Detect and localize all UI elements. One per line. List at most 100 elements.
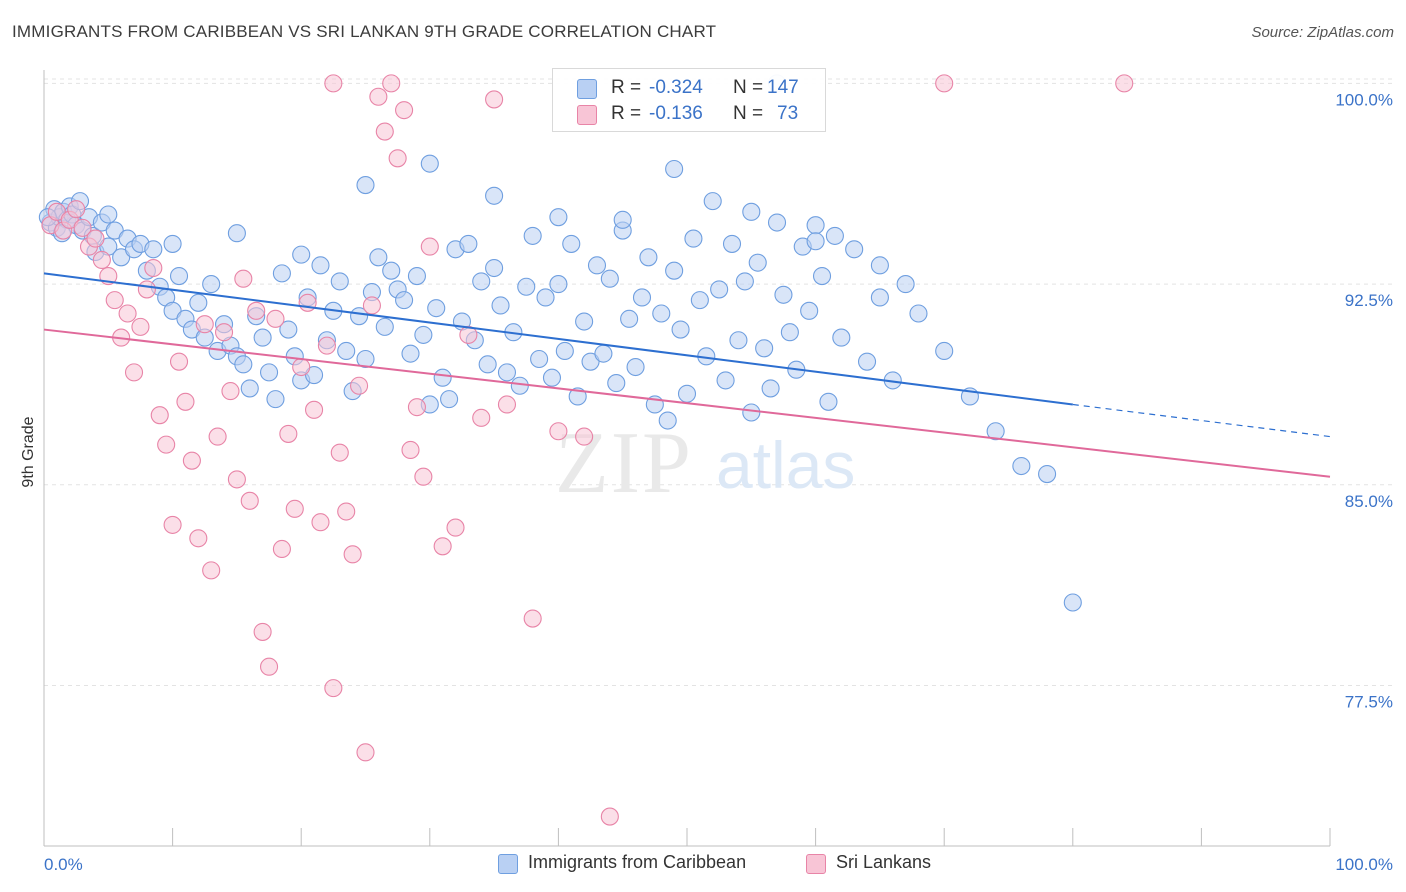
point-caribbean [562,234,581,253]
point-caribbean [620,309,639,328]
point-caribbean [845,240,864,259]
point-caribbean [755,339,774,358]
point-caribbean [857,352,877,371]
point-caribbean [105,221,124,240]
point-srilankan [343,545,362,564]
stats-n-label: N = [733,77,764,98]
point-caribbean [658,411,677,430]
point-caribbean [652,304,671,323]
point-srilankan [247,301,266,320]
point-caribbean [311,256,330,275]
point-srilankan [369,87,388,106]
point-caribbean [253,328,272,347]
point-caribbean [478,355,497,374]
point-caribbean [163,301,182,320]
stats-r-label: R = [611,77,642,98]
point-srilankan [150,406,169,425]
point-caribbean [710,280,729,299]
point-srilankan [163,515,182,534]
watermark-zip: ZIP [555,415,693,512]
point-caribbean [459,234,478,253]
point-caribbean [665,261,684,280]
point-caribbean [395,291,414,310]
point-caribbean [330,272,349,291]
point-caribbean [819,392,838,411]
point-caribbean [639,248,658,267]
point-caribbean [163,234,182,253]
point-caribbean [671,320,690,339]
point-srilankan [272,539,291,559]
point-srilankan [414,467,433,486]
trend-line-caribbean-projection [1072,403,1331,438]
point-caribbean [169,266,189,286]
point-caribbean [292,245,311,264]
point-caribbean [742,403,761,422]
point-caribbean [806,216,825,235]
point-caribbean [568,387,587,406]
point-caribbean [485,186,504,205]
point-caribbean [742,202,761,221]
stats-r-label: R = [611,103,642,124]
point-srilankan [324,74,343,93]
point-srilankan [549,422,568,441]
point-srilankan [407,398,426,417]
point-caribbean [722,234,742,253]
point-srilankan [395,101,414,120]
point-caribbean [305,365,324,385]
point-caribbean [472,272,491,291]
point-caribbean [272,264,291,283]
point-caribbean [806,232,825,251]
data-points [38,74,1134,826]
point-caribbean [227,224,246,243]
legend: Immigrants from Caribbean Sri Lankans [0,852,1406,878]
point-srilankan [221,382,240,401]
point-srilankan [73,218,92,237]
y-tick-label: 77.5% [1345,692,1393,711]
point-srilankan [433,537,452,556]
point-srilankan [169,352,189,371]
point-caribbean [240,379,259,398]
point-caribbean [748,253,767,272]
point-caribbean [337,341,356,361]
point-caribbean [684,229,703,248]
point-srilankan [1115,74,1134,93]
watermark: ZIP atlas [555,415,855,512]
point-srilankan [195,315,214,334]
point-srilankan [47,202,66,221]
point-caribbean [870,288,889,307]
point-srilankan [208,427,227,446]
point-srilankan [362,296,381,315]
point-srilankan [157,435,176,454]
point-caribbean [350,307,369,326]
chart-source: Source: ZipAtlas.com [1251,24,1394,41]
point-srilankan [227,470,246,489]
x-tick-label: 0.0% [44,855,83,874]
point-caribbean [99,205,118,224]
axes [43,70,1331,847]
point-srilankan [266,309,285,328]
point-caribbean [530,349,549,369]
point-srilankan [67,200,86,219]
point-caribbean [594,344,613,363]
point-srilankan [382,74,401,93]
point-caribbean [356,176,375,195]
point-srilankan [234,269,253,288]
point-srilankan [285,499,304,518]
point-caribbean [189,293,208,312]
stats-row-caribbean: R = -0.324 N = 147 [553,75,825,101]
point-caribbean [735,272,754,291]
point-caribbean [587,256,607,275]
tick-labels: 100.0% 92.5% 85.0% 77.5% 0.0% 100.0% 9th Grade [20,90,1393,874]
stats-n-value: 147 [767,77,799,98]
point-caribbean [703,192,722,211]
point-caribbean [555,341,574,361]
point-caribbean [382,261,401,280]
point-srilankan [137,280,156,299]
point-caribbean [825,226,844,245]
point-caribbean [800,301,819,320]
point-caribbean [523,226,542,245]
point-caribbean [767,213,787,232]
y-tick-label: 100.0% [1335,90,1393,109]
point-srilankan [317,336,336,355]
point-caribbean [1038,465,1057,484]
